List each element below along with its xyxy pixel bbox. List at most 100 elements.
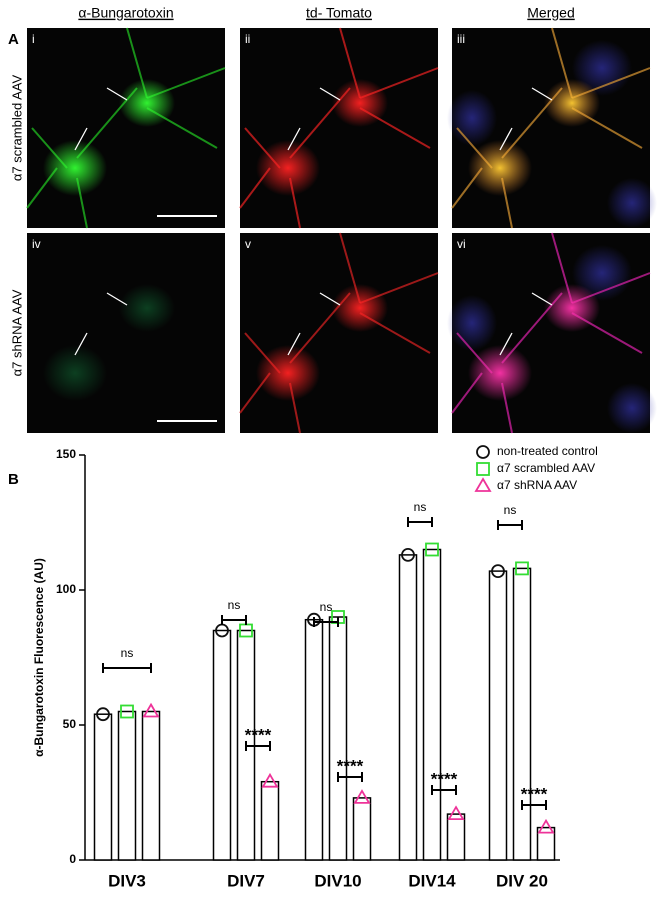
arrow bbox=[74, 332, 88, 356]
y-tick-label: 50 bbox=[63, 717, 77, 731]
panel-numeral: i bbox=[32, 32, 35, 46]
bar bbox=[352, 797, 372, 861]
nucleus bbox=[607, 178, 657, 228]
arrow bbox=[319, 292, 341, 306]
micrograph bbox=[27, 233, 225, 433]
nucleus bbox=[607, 383, 657, 433]
annotation: ns bbox=[121, 646, 134, 660]
marker bbox=[401, 548, 415, 562]
soma bbox=[256, 345, 320, 401]
annotation: ns bbox=[320, 600, 333, 614]
marker bbox=[474, 477, 492, 492]
marker bbox=[476, 445, 490, 459]
column-title: td- Tomato bbox=[306, 5, 372, 21]
x-tick-label: DIV10 bbox=[314, 871, 361, 890]
bar bbox=[446, 813, 466, 861]
annotation: **** bbox=[245, 725, 272, 744]
arrow bbox=[499, 127, 513, 151]
soma bbox=[256, 140, 320, 196]
marker bbox=[353, 789, 371, 804]
marker bbox=[476, 462, 490, 476]
x-tick-label: DIV3 bbox=[108, 871, 146, 890]
y-tick-label: 100 bbox=[56, 582, 76, 596]
arrow bbox=[287, 127, 301, 151]
legend-label: α7 shRNA AAV bbox=[497, 478, 577, 492]
y-axis-label: α-Bungarotoxin Fluorescence (AU) bbox=[32, 558, 46, 757]
arrow bbox=[287, 332, 301, 356]
column-title: Merged bbox=[527, 5, 574, 21]
panel-label: B bbox=[8, 471, 19, 488]
bar bbox=[328, 616, 348, 861]
arrow bbox=[106, 292, 128, 306]
micrographs: α-Bungarotoxin td- Tomato Merged α7 scrambl… bbox=[9, 5, 657, 434]
panel-numeral: ii bbox=[245, 32, 250, 46]
bar bbox=[398, 554, 418, 861]
y-tick-label: 150 bbox=[56, 447, 76, 461]
micrograph bbox=[27, 28, 225, 228]
arrow bbox=[74, 127, 88, 151]
nucleus bbox=[572, 245, 632, 301]
marker bbox=[537, 818, 555, 834]
column-title: α-Bungarotoxin bbox=[78, 5, 173, 21]
panel-numeral: iv bbox=[32, 237, 41, 251]
annotation: ns bbox=[228, 598, 241, 612]
bar bbox=[536, 826, 556, 861]
marker bbox=[142, 702, 160, 718]
annotation: ns bbox=[414, 500, 427, 514]
panel-numeral: vi bbox=[457, 237, 466, 251]
arrow bbox=[106, 87, 128, 101]
bar bbox=[212, 629, 232, 861]
micrograph bbox=[240, 233, 438, 433]
legend-label: α7 scrambled AAV bbox=[497, 461, 595, 475]
row-title: α7 scrambled AAV bbox=[9, 75, 24, 182]
x-tick-label: DIV7 bbox=[227, 871, 265, 890]
arrow bbox=[531, 87, 553, 101]
bar bbox=[260, 780, 280, 861]
panel-numeral: iii bbox=[457, 32, 465, 46]
marker bbox=[261, 772, 279, 788]
soma bbox=[468, 345, 532, 401]
bar bbox=[141, 710, 161, 861]
annotation: **** bbox=[431, 769, 458, 788]
soma bbox=[332, 284, 388, 332]
soma bbox=[119, 284, 175, 332]
bar bbox=[422, 548, 442, 861]
legend-label: non-treated control bbox=[497, 444, 598, 458]
micrograph bbox=[240, 28, 438, 228]
soma bbox=[468, 140, 532, 196]
marker bbox=[120, 704, 134, 719]
annotation: **** bbox=[337, 756, 364, 775]
soma bbox=[43, 345, 107, 401]
nucleus bbox=[447, 90, 497, 146]
marker bbox=[96, 707, 110, 722]
arrow bbox=[531, 292, 553, 306]
soma bbox=[332, 79, 388, 127]
x-tick-label: DIV 20 bbox=[496, 871, 548, 890]
nucleus bbox=[572, 40, 632, 96]
nucleus bbox=[447, 295, 497, 351]
marker bbox=[515, 561, 529, 576]
soma bbox=[544, 79, 600, 127]
bar bbox=[93, 713, 113, 861]
bar bbox=[304, 618, 324, 861]
panel-label: A bbox=[8, 31, 19, 48]
marker bbox=[491, 564, 505, 578]
row-title: α7 shRNA AAV bbox=[9, 289, 24, 376]
arrow bbox=[319, 87, 341, 101]
annotation: **** bbox=[521, 784, 548, 803]
panel-numeral: v bbox=[245, 237, 251, 251]
arrow bbox=[499, 332, 513, 356]
bar bbox=[488, 570, 508, 861]
soma bbox=[119, 79, 175, 127]
soma bbox=[544, 284, 600, 332]
annotation: ns bbox=[504, 503, 517, 517]
soma bbox=[43, 140, 107, 196]
bar bbox=[117, 710, 137, 861]
x-tick-label: DIV14 bbox=[408, 871, 456, 890]
marker bbox=[425, 542, 439, 557]
chart: 0 50 100 150 α-Bungarotoxin Fluorescence (AU… bbox=[32, 444, 598, 890]
y-tick-label: 0 bbox=[69, 852, 76, 866]
marker bbox=[447, 805, 465, 820]
bar bbox=[512, 567, 532, 861]
